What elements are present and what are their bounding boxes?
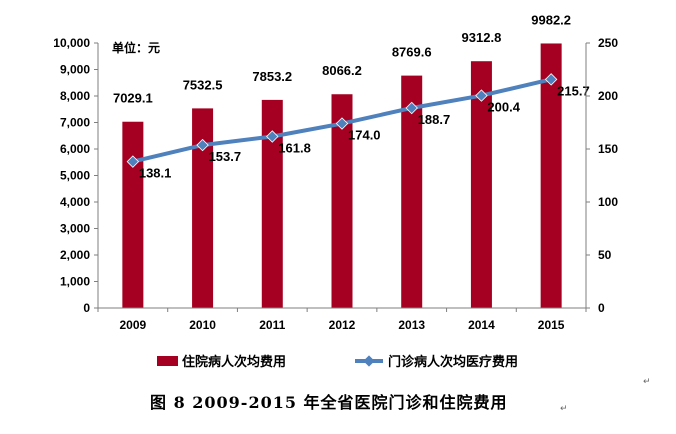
right-tick-label: 150 bbox=[598, 142, 618, 156]
bar-data-label: 9982.2 bbox=[531, 12, 571, 27]
line-data-label: 200.4 bbox=[487, 100, 520, 115]
legend-bar-swatch bbox=[157, 356, 178, 366]
left-tick-label: 3,000 bbox=[60, 222, 90, 236]
left-axis: 0 1,000 2,000 3,000 4,000 5,000 6,000 7,000 8,00… bbox=[53, 36, 98, 315]
line-data-label: 188.7 bbox=[418, 112, 451, 127]
left-tick-label: 2,000 bbox=[60, 248, 90, 262]
x-tick-label: 2013 bbox=[398, 318, 425, 332]
line-point bbox=[475, 89, 488, 102]
left-tick-label: 9,000 bbox=[60, 63, 90, 77]
bar-series: 7029.1 7532.5 7853.2 8066.2 8769.6 9312.8 9982… bbox=[113, 12, 571, 309]
left-tick-label: 6,000 bbox=[60, 142, 90, 156]
legend-bar-label: 住院病人次均费用 bbox=[182, 354, 286, 370]
right-axis: 0 50 100 150 200 250 bbox=[586, 36, 618, 315]
x-tick-label: 2009 bbox=[120, 318, 147, 332]
legend-line-marker bbox=[363, 355, 375, 367]
line-data-label: 161.8 bbox=[278, 140, 311, 155]
bar-data-label: 8769.6 bbox=[392, 45, 432, 60]
bar-data-label: 7029.1 bbox=[113, 91, 153, 106]
x-tick-label: 2012 bbox=[329, 318, 356, 332]
legend: 住院病人次均费用 门诊病人次均医疗费用 bbox=[157, 354, 518, 370]
bar-data-label: 9312.8 bbox=[462, 30, 502, 45]
x-tick-label: 2010 bbox=[189, 318, 216, 332]
right-tick-label: 200 bbox=[598, 89, 618, 103]
legend-line-label: 门诊病人次均医疗费用 bbox=[388, 354, 518, 370]
paragraph-mark: ↵ bbox=[560, 404, 568, 414]
x-tick-label: 2011 bbox=[259, 318, 285, 332]
right-tick-label: 250 bbox=[598, 36, 618, 50]
line-data-label: 153.7 bbox=[209, 149, 242, 164]
line-point bbox=[544, 73, 558, 86]
unit-label: 单位：元 bbox=[112, 40, 160, 55]
x-tick-label: 2014 bbox=[468, 318, 495, 332]
left-tick-label: 1,000 bbox=[60, 275, 90, 289]
left-tick-label: 5,000 bbox=[60, 169, 90, 183]
line-point bbox=[335, 117, 349, 130]
bar-data-label: 7853.2 bbox=[252, 69, 292, 84]
line-data-label: 174.0 bbox=[348, 128, 381, 143]
bar bbox=[192, 108, 214, 308]
left-tick-label: 10,000 bbox=[53, 36, 90, 50]
line-point bbox=[405, 101, 418, 115]
bar-data-label: 7532.5 bbox=[183, 77, 223, 92]
left-tick-label: 4,000 bbox=[60, 195, 90, 209]
line-data-label: 215.7 bbox=[557, 83, 590, 98]
right-tick-label: 100 bbox=[598, 195, 618, 209]
left-tick-label: 8,000 bbox=[60, 89, 90, 103]
right-tick-label: 0 bbox=[598, 301, 605, 315]
line-series: 138.1 153.7 161.8 174.0 188.7 200.4 215.7 bbox=[126, 73, 590, 181]
line-data-label: 138.1 bbox=[139, 166, 172, 181]
line-point bbox=[126, 155, 140, 168]
bar bbox=[540, 43, 562, 308]
axis-lines bbox=[97, 43, 587, 309]
right-tick-label: 50 bbox=[598, 248, 612, 262]
bar-data-label: 8066.2 bbox=[322, 63, 362, 78]
line-point bbox=[266, 130, 279, 143]
bar bbox=[401, 75, 423, 309]
bar bbox=[122, 121, 144, 308]
left-tick-label: 0 bbox=[83, 301, 90, 315]
x-tick-label: 2015 bbox=[538, 318, 565, 332]
paragraph-mark: ↵ bbox=[643, 377, 651, 387]
x-axis: 2009 2010 2011 2012 2013 2014 2015 bbox=[97, 308, 587, 332]
bar bbox=[261, 99, 283, 308]
bar bbox=[470, 61, 492, 308]
bar bbox=[331, 94, 353, 308]
line-point bbox=[196, 138, 209, 152]
left-tick-label: 7,000 bbox=[60, 116, 90, 130]
figure-caption: 图 8 2009-2015 年全省医院门诊和住院费用 bbox=[150, 393, 508, 412]
